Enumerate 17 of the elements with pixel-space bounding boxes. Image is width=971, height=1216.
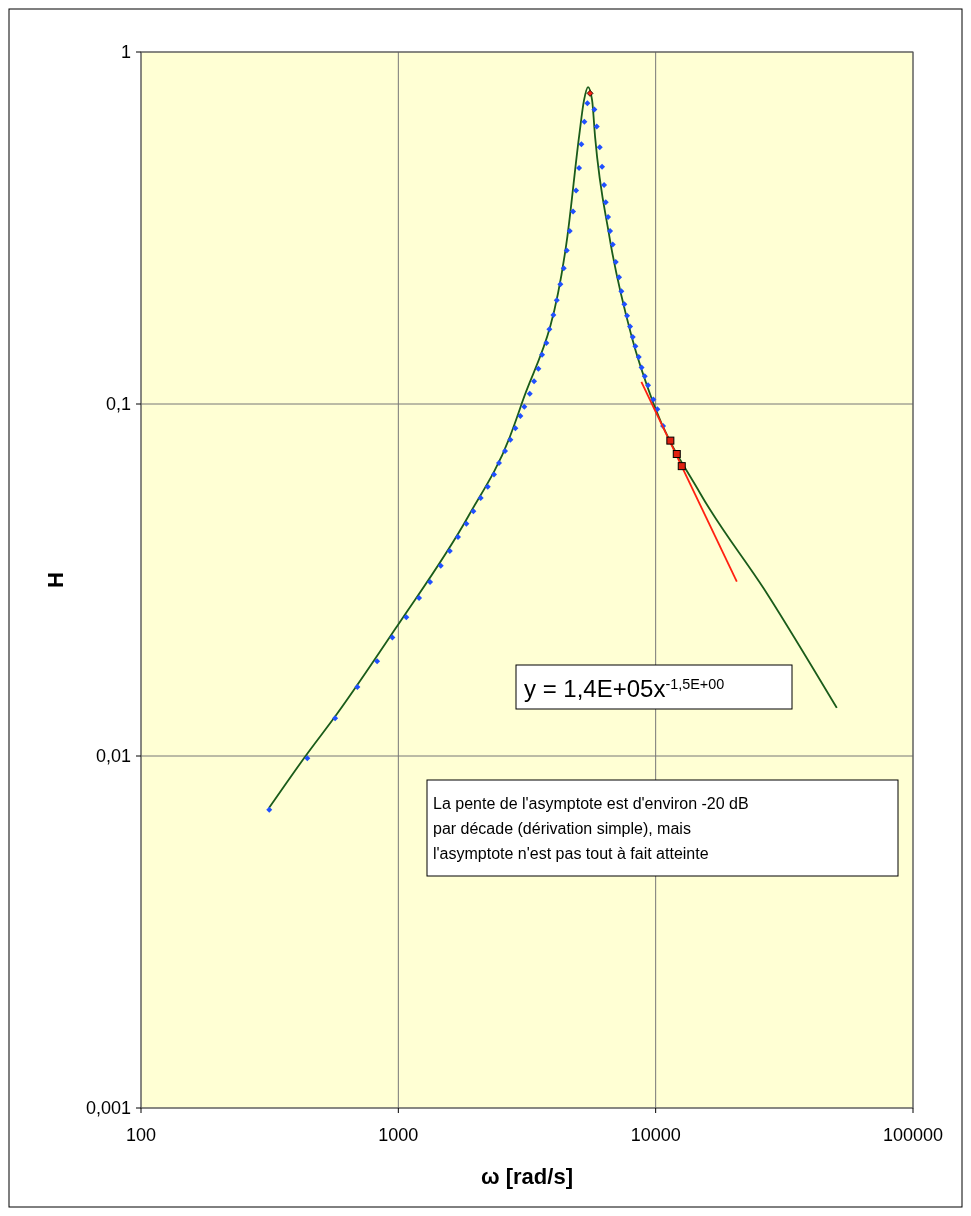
point <box>666 436 675 445</box>
x-tick-label: 10000 <box>630 1125 681 1145</box>
point <box>672 450 681 459</box>
x-tick-label: 100000 <box>882 1125 944 1145</box>
y-tick-label: 0,1 <box>105 394 131 414</box>
x-axis-title: ω [rad/s] <box>481 1164 573 1189</box>
x-tick-label: 1000 <box>378 1125 419 1145</box>
point <box>677 462 686 471</box>
y-tick-label: 0,01 <box>95 746 131 766</box>
annotation: La pente de l'asymptote est d'environ -20 dB par décade (dérivation simple), mais l'asymptote n'est pas tout à fait atteinte <box>433 795 749 862</box>
equation-box: y = 1,4E+05x$^{-1,5E+00}$ <box>515 664 793 710</box>
y-tick-label: 1 <box>120 42 131 62</box>
annotation: y = 1,4E+05x$^{-1,5E+00}$ <box>524 675 725 702</box>
y-axis-title: H <box>43 572 68 588</box>
y-tick-label: 0,001 <box>85 1098 131 1118</box>
x-tick-label: 100 <box>125 1125 157 1145</box>
note-box: La pente de l'asymptote est d'environ -20 dB par décade (dérivation simple), mais l'asymptote n'est pas tout à fait atteinte <box>426 779 899 877</box>
